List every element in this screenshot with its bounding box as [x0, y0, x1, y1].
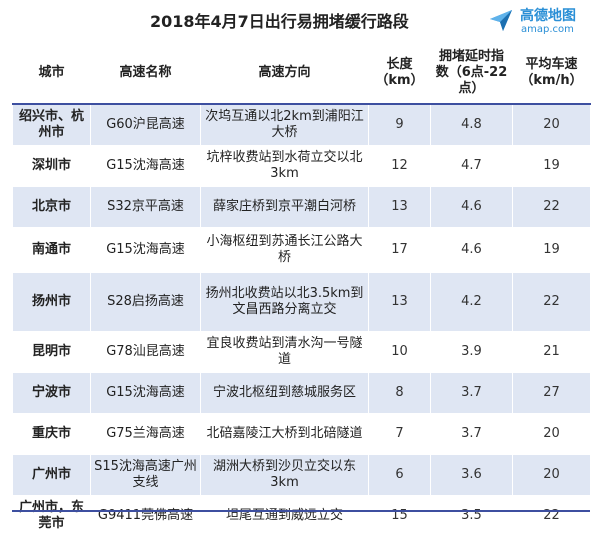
cell-length: 9	[368, 103, 431, 146]
cell-avg-speed: 19	[512, 144, 591, 187]
cell-direction: 坑梓收费站到水荷立交以北3km	[200, 144, 369, 187]
cell-delay-index: 4.7	[430, 144, 513, 187]
cell-length: 13	[368, 185, 431, 228]
cell-avg-speed: 22	[512, 185, 591, 228]
cell-direction: 宜良收费站到清水沟一号隧道	[200, 330, 369, 373]
cell-length: 13	[368, 271, 431, 332]
cell-city: 昆明市	[12, 330, 91, 373]
header-city: 城市	[12, 42, 91, 105]
cell-length: 15	[368, 494, 431, 537]
table-row: 广州市 S15沈海高速广州支线 湖洲大桥到沙贝立交以东3km 6 3.6 20	[12, 453, 591, 496]
cell-highway: G15沈海高速	[90, 144, 201, 187]
cell-city: 宁波市	[12, 371, 91, 414]
cell-delay-index: 3.5	[430, 494, 513, 537]
cell-delay-index: 4.6	[430, 226, 513, 273]
cell-delay-index: 3.7	[430, 371, 513, 414]
header-delay-index: 拥堵延时指数（6点-22点）	[430, 42, 513, 105]
table-row: 重庆市 G75兰海高速 北碚嘉陵江大桥到北碚隧道 7 3.7 20	[12, 412, 591, 455]
cell-avg-speed: 21	[512, 330, 591, 373]
table-header-row: 城市 高速名称 高速方向 长度（km） 拥堵延时指数（6点-22点） 平均车速（…	[12, 42, 591, 105]
cell-city: 广州市，东莞市	[12, 494, 91, 537]
cell-delay-index: 4.8	[430, 103, 513, 146]
cell-length: 12	[368, 144, 431, 187]
amap-logo: 高德地图 amap.com	[484, 3, 596, 39]
header-direction: 高速方向	[200, 42, 369, 105]
cell-highway: G15沈海高速	[90, 226, 201, 273]
table-row: 南通市 G15沈海高速 小海枢纽到苏通长江公路大桥 17 4.6 19	[12, 226, 591, 273]
table-row: 广州市，东莞市 G9411莞佛高速 坦尾互通到威远立交 15 3.5 22	[12, 494, 591, 537]
cell-city: 扬州市	[12, 271, 91, 332]
cell-avg-speed: 20	[512, 412, 591, 455]
cell-avg-speed: 22	[512, 271, 591, 332]
cell-highway: S28启扬高速	[90, 271, 201, 332]
cell-delay-index: 3.7	[430, 412, 513, 455]
cell-city: 绍兴市、杭州市	[12, 103, 91, 146]
cell-direction: 小海枢纽到苏通长江公路大桥	[200, 226, 369, 273]
cell-delay-index: 3.6	[430, 453, 513, 496]
page-title: 2018年4月7日出行易拥堵缓行路段	[150, 12, 409, 31]
cell-direction: 坦尾互通到威远立交	[200, 494, 369, 537]
cell-delay-index: 4.2	[430, 271, 513, 332]
cell-delay-index: 4.6	[430, 185, 513, 228]
header-length: 长度（km）	[368, 42, 431, 105]
bottom-rule	[12, 510, 590, 512]
cell-highway: G75兰海高速	[90, 412, 201, 455]
cell-length: 7	[368, 412, 431, 455]
cell-city: 深圳市	[12, 144, 91, 187]
cell-highway: G78汕昆高速	[90, 330, 201, 373]
cell-highway: S32京平高速	[90, 185, 201, 228]
cell-highway: G60沪昆高速	[90, 103, 201, 146]
cell-length: 17	[368, 226, 431, 273]
congestion-table: 城市 高速名称 高速方向 长度（km） 拥堵延时指数（6点-22点） 平均车速（…	[12, 42, 591, 537]
cell-highway: G15沈海高速	[90, 371, 201, 414]
cell-length: 10	[368, 330, 431, 373]
cell-direction: 湖洲大桥到沙贝立交以东3km	[200, 453, 369, 496]
cell-avg-speed: 22	[512, 494, 591, 537]
cell-direction: 薛家庄桥到京平潮白河桥	[200, 185, 369, 228]
amap-paper-plane-icon	[490, 10, 512, 31]
cell-direction: 扬州北收费站以北3.5km到文昌西路分离立交	[200, 271, 369, 332]
cell-avg-speed: 20	[512, 103, 591, 146]
cell-city: 重庆市	[12, 412, 91, 455]
table-row: 昆明市 G78汕昆高速 宜良收费站到清水沟一号隧道 10 3.9 21	[12, 330, 591, 373]
cell-city: 北京市	[12, 185, 91, 228]
cell-avg-speed: 27	[512, 371, 591, 414]
title-bar: 2018年4月7日出行易拥堵缓行路段 高德地图 amap.com	[0, 0, 600, 40]
cell-length: 8	[368, 371, 431, 414]
cell-direction: 宁波北枢纽到慈城服务区	[200, 371, 369, 414]
cell-highway: S15沈海高速广州支线	[90, 453, 201, 496]
cell-city: 南通市	[12, 226, 91, 273]
cell-length: 6	[368, 453, 431, 496]
cell-direction: 北碚嘉陵江大桥到北碚隧道	[200, 412, 369, 455]
logo-url: amap.com	[521, 24, 574, 35]
cell-avg-speed: 19	[512, 226, 591, 273]
table-row: 宁波市 G15沈海高速 宁波北枢纽到慈城服务区 8 3.7 27	[12, 371, 591, 414]
logo-name: 高德地图	[520, 8, 576, 24]
cell-highway: G9411莞佛高速	[90, 494, 201, 537]
header-avg-speed: 平均车速（km/h）	[512, 42, 591, 105]
cell-direction: 次坞互通以北2km到浦阳江大桥	[200, 103, 369, 146]
cell-avg-speed: 20	[512, 453, 591, 496]
table-row: 北京市 S32京平高速 薛家庄桥到京平潮白河桥 13 4.6 22	[12, 185, 591, 228]
cell-delay-index: 3.9	[430, 330, 513, 373]
table-row: 绍兴市、杭州市 G60沪昆高速 次坞互通以北2km到浦阳江大桥 9 4.8 20	[12, 103, 591, 146]
cell-city: 广州市	[12, 453, 91, 496]
table-row: 扬州市 S28启扬高速 扬州北收费站以北3.5km到文昌西路分离立交 13 4.…	[12, 271, 591, 332]
table-row: 深圳市 G15沈海高速 坑梓收费站到水荷立交以北3km 12 4.7 19	[12, 144, 591, 187]
header-highway: 高速名称	[90, 42, 201, 105]
